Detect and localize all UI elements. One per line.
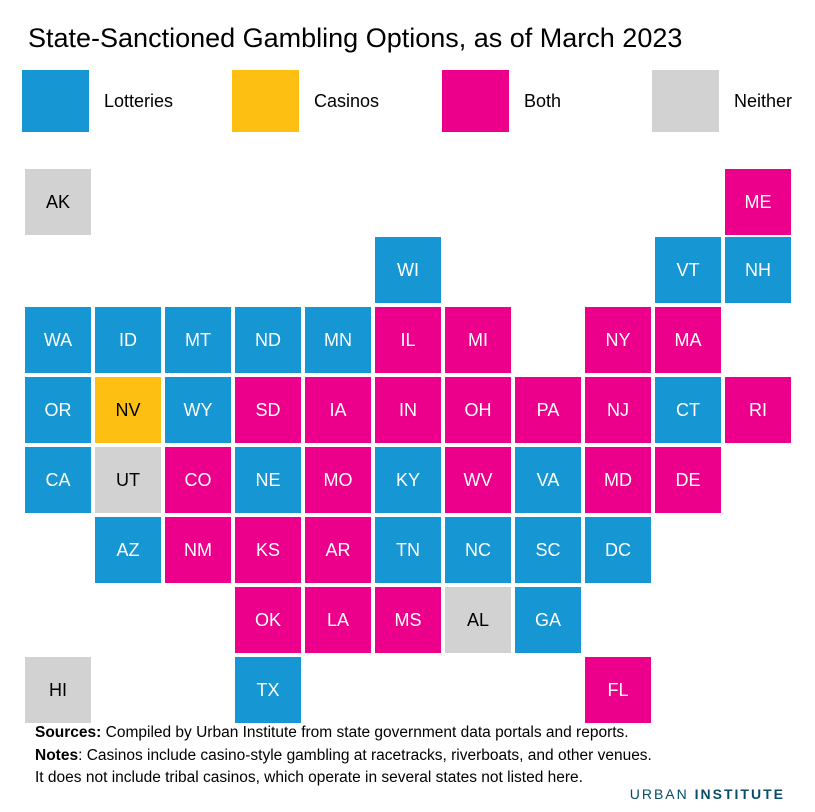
state-tile-ok: OK [235,587,301,653]
state-tile-wv: WV [445,447,511,513]
sources-label: Sources: [35,724,102,741]
state-tile-tn: TN [375,517,441,583]
state-tile-ms: MS [375,587,441,653]
state-tile-ks: KS [235,517,301,583]
state-tile-nc: NC [445,517,511,583]
state-tile-me: ME [725,169,791,235]
state-tile-wy: WY [165,377,231,443]
state-tile-sd: SD [235,377,301,443]
state-tile-ct: CT [655,377,721,443]
legend-swatch-lotteries [22,70,89,132]
footer-notes: Notes: Casinos include casino-style gamb… [35,745,795,767]
state-tile-fl: FL [585,657,651,723]
state-tile-nd: ND [235,307,301,373]
notes-label: Notes [35,747,79,764]
state-tile-ma: MA [655,307,721,373]
chart-title: State-Sanctioned Gambling Options, as of… [28,23,683,53]
state-tile-al: AL [445,587,511,653]
state-tile-ky: KY [375,447,441,513]
state-tile-ny: NY [585,307,651,373]
state-tile-in: IN [375,377,441,443]
state-tile-il: IL [375,307,441,373]
state-tile-de: DE [655,447,721,513]
footer-notes-line2: It does not include tribal casinos, whic… [35,769,583,786]
state-tile-pa: PA [515,377,581,443]
state-tile-or: OR [25,377,91,443]
legend-label-neither: Neither [734,91,793,111]
state-tile-nj: NJ [585,377,651,443]
state-tile-nm: NM [165,517,231,583]
state-tile-wi: WI [375,237,441,303]
state-tile-ca: CA [25,447,91,513]
state-tile-mt: MT [165,307,231,373]
state-tile-ar: AR [305,517,371,583]
state-tile-va: VA [515,447,581,513]
state-tile-nv: NV [95,377,161,443]
legend-swatch-casinos [232,70,299,132]
state-tile-nh: NH [725,237,791,303]
footer-sources: Sources: Compiled by Urban Institute fro… [35,722,795,744]
state-tile-mn: MN [305,307,371,373]
state-tile-hi: HI [25,657,91,723]
legend-swatch-both [442,70,509,132]
legend-label-both: Both [524,91,562,111]
state-tile-la: LA [305,587,371,653]
state-tile-ne: NE [235,447,301,513]
state-tile-vt: VT [655,237,721,303]
notes-text: : Casinos include casino-style gambling … [78,747,652,764]
urban-institute-logo: URBAN INSTITUTE [629,786,785,802]
state-tile-sc: SC [515,517,581,583]
state-tile-dc: DC [585,517,651,583]
state-tile-mi: MI [445,307,511,373]
state-tile-wa: WA [25,307,91,373]
state-tile-ut: UT [95,447,161,513]
state-tile-co: CO [165,447,231,513]
state-tile-ga: GA [515,587,581,653]
state-tile-tx: TX [235,657,301,723]
legend-label-casinos: Casinos [314,91,380,111]
sources-text: Compiled by Urban Institute from state g… [101,724,629,741]
state-tile-md: MD [585,447,651,513]
state-tile-id: ID [95,307,161,373]
state-tile-oh: OH [445,377,511,443]
state-tile-mo: MO [305,447,371,513]
state-tile-ia: IA [305,377,371,443]
state-tile-az: AZ [95,517,161,583]
legend-label-lotteries: Lotteries [104,91,174,111]
state-tile-ri: RI [725,377,791,443]
legend-swatch-neither [652,70,719,132]
state-tile-ak: AK [25,169,91,235]
